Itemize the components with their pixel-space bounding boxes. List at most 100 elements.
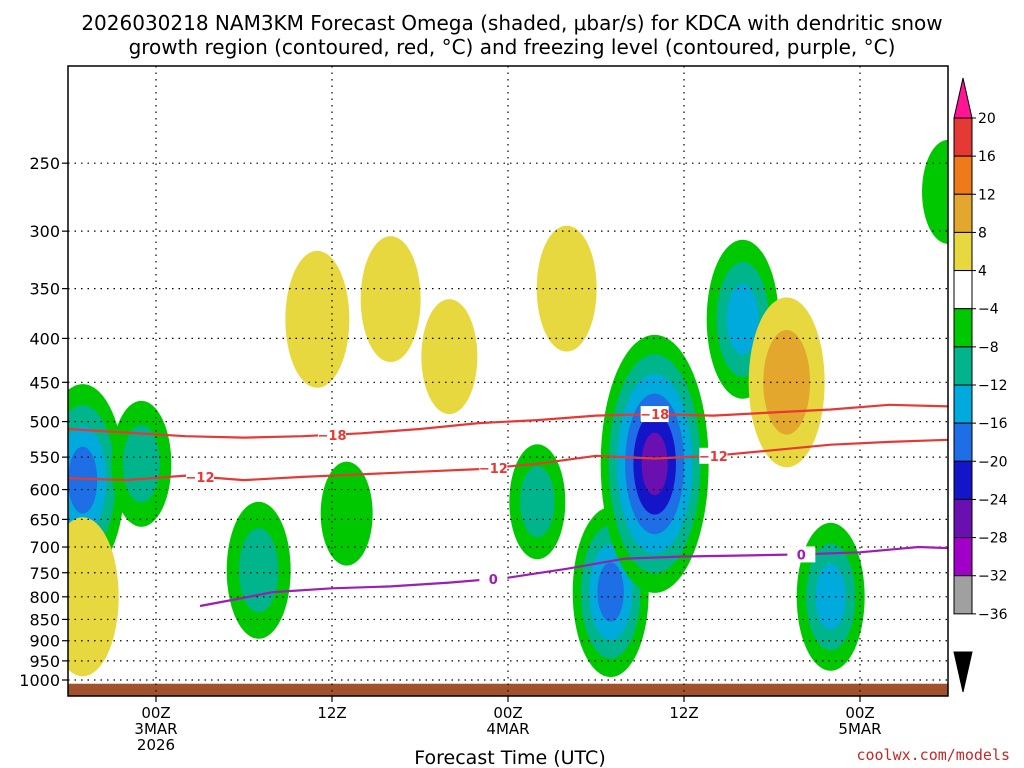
contour-label-0-0: −18 bbox=[318, 429, 347, 444]
y-tick-label-500: 500 bbox=[29, 413, 60, 432]
y-tick-label-400: 400 bbox=[29, 329, 60, 348]
colorbar-label-8: −16 bbox=[978, 416, 1008, 432]
colorbar-label-3: 8 bbox=[978, 225, 987, 241]
contour-label-bg-2-1 bbox=[787, 546, 816, 563]
contour-label-1-2: −12 bbox=[699, 450, 728, 465]
y-tick-label-900: 900 bbox=[29, 632, 60, 651]
colorbar-segment-10 bbox=[953, 498, 973, 539]
colorbar-segment-7 bbox=[953, 384, 973, 424]
colorbar-label-11: −28 bbox=[978, 531, 1008, 547]
contour-label-bg-1-2 bbox=[699, 447, 728, 464]
contour-label-bg-2-0 bbox=[479, 570, 508, 587]
omega-cell-13-ring-0 bbox=[536, 225, 597, 352]
omega-cell-2-ring-1 bbox=[238, 528, 279, 613]
omega-cell-5-ring-3 bbox=[597, 562, 624, 622]
x-tick-label-0-1: 3MAR bbox=[134, 720, 177, 738]
surface-band bbox=[68, 683, 948, 696]
x-tick-label-24-1: 4MAR bbox=[486, 720, 529, 738]
colorbar-label-13: −36 bbox=[978, 607, 1008, 623]
y-tick-label-300: 300 bbox=[29, 222, 60, 241]
colorbar-label-5: −4 bbox=[978, 302, 999, 318]
omega-cell-12-ring-0 bbox=[421, 299, 478, 415]
contour-label-bg-1-1 bbox=[479, 459, 508, 476]
colorbar-label-1: 16 bbox=[978, 149, 996, 165]
x-tick-label-24-0: 00Z bbox=[493, 704, 522, 722]
colorbar-label-2: 12 bbox=[978, 187, 996, 203]
y-axis-ticks: 250 300 350 400 450 500 550 600 650 700 750 800 850 9… bbox=[19, 154, 68, 690]
contour-label-0-1: −18 bbox=[640, 408, 669, 423]
colorbar-bottom-arrow bbox=[953, 651, 973, 693]
contour-line-0 bbox=[68, 403, 948, 439]
y-tick-label-750: 750 bbox=[29, 564, 60, 583]
omega-cell-15-ring-0 bbox=[68, 517, 119, 677]
omega-cell-3-ring-0 bbox=[320, 461, 373, 566]
y-tick-label-350: 350 bbox=[29, 280, 60, 299]
chart-title-line2: growth region (contoured, red, °C) and f… bbox=[129, 35, 896, 59]
colorbar-segment-0 bbox=[953, 117, 973, 157]
plot-area: −18 −18 −12 −12 −12 0 0 bbox=[67, 65, 949, 697]
colorbar-label-0: 20 bbox=[978, 111, 996, 127]
omega-cell-0-ring-3 bbox=[68, 446, 98, 514]
x-axis-label: Forecast Time (UTC) bbox=[414, 747, 605, 768]
colorbar-segment-11 bbox=[953, 537, 973, 577]
colorbar-label-9: −20 bbox=[978, 454, 1008, 470]
contour-line-2 bbox=[199, 545, 948, 608]
y-tick-label-950: 950 bbox=[29, 652, 60, 671]
x-tick-label-0-2: 2026 bbox=[137, 736, 175, 754]
omega-cell-1-ring-1 bbox=[122, 425, 160, 503]
colorbar-label-7: −12 bbox=[978, 378, 1008, 394]
colorbar-segment-3 bbox=[953, 231, 973, 272]
colorbar-label-10: −24 bbox=[978, 492, 1008, 508]
colorbar-segment-2 bbox=[953, 193, 973, 233]
contour-layer: −18 −18 −12 −12 −12 0 0 bbox=[68, 403, 948, 608]
x-tick-label-12-0: 12Z bbox=[317, 704, 346, 722]
contour-label-1-1: −12 bbox=[479, 462, 508, 477]
surface-band-layer bbox=[68, 683, 948, 696]
omega-cell-8-ring-2 bbox=[815, 563, 846, 630]
colorbar-segment-5 bbox=[953, 308, 973, 348]
colorbar-segment-12 bbox=[953, 575, 973, 615]
omega-cell-6-ring-5 bbox=[641, 432, 668, 496]
y-tick-label-800: 800 bbox=[29, 588, 60, 607]
x-tick-label-36-0: 12Z bbox=[669, 704, 698, 722]
omega-cell-11-ring-0 bbox=[360, 236, 421, 363]
contour-label-bg-0-0 bbox=[318, 426, 346, 443]
x-tick-label-0-0: 00Z bbox=[141, 704, 170, 722]
x-tick-label-48-1: 5MAR bbox=[838, 720, 881, 738]
y-tick-label-650: 650 bbox=[29, 510, 60, 529]
y-tick-label-600: 600 bbox=[29, 481, 60, 500]
colorbar-top-arrow bbox=[953, 77, 973, 119]
contour-label-1-0: −12 bbox=[186, 471, 215, 486]
grid-layer bbox=[68, 66, 948, 696]
y-tick-label-450: 450 bbox=[29, 373, 60, 392]
chart-title-line1: 2026030218 NAM3KM Forecast Omega (shaded… bbox=[81, 11, 942, 35]
y-tick-label-700: 700 bbox=[29, 538, 60, 557]
colorbar-segment-4 bbox=[953, 270, 973, 310]
omega-cell-4-ring-1 bbox=[520, 466, 555, 538]
colorbar: 20 16 12 8 4 −4 −8 −12 −16 −20 −24 −28 −32 −36 bbox=[953, 77, 1008, 693]
credit-text: coolwx.com/models bbox=[856, 746, 1010, 764]
y-tick-label-1000: 1000 bbox=[19, 671, 60, 690]
colorbar-label-6: −8 bbox=[978, 340, 999, 356]
contour-line-1 bbox=[68, 438, 948, 482]
colorbar-label-4: 4 bbox=[978, 264, 987, 280]
omega-cell-10-ring-0 bbox=[285, 250, 350, 388]
contour-label-bg-1-0 bbox=[186, 468, 214, 485]
x-tick-label-48-0: 00Z bbox=[845, 704, 874, 722]
colorbar-segment-9 bbox=[953, 460, 973, 500]
contour-label-2-1: 0 bbox=[797, 548, 806, 563]
omega-cell-14-ring-1 bbox=[763, 330, 811, 435]
contour-label-bg-0-1 bbox=[640, 406, 669, 423]
colorbar-segment-6 bbox=[953, 346, 973, 386]
colorbar-label-12: −32 bbox=[978, 569, 1008, 585]
y-tick-label-250: 250 bbox=[29, 154, 60, 173]
y-tick-label-550: 550 bbox=[29, 448, 60, 467]
colorbar-segment-8 bbox=[953, 422, 973, 462]
colorbar-segment-1 bbox=[953, 155, 973, 195]
omega-cell-9-ring-0 bbox=[922, 139, 948, 244]
omega-cell-7-ring-2 bbox=[726, 283, 759, 355]
contour-label-2-0: 0 bbox=[489, 573, 498, 588]
y-tick-label-850: 850 bbox=[29, 610, 60, 629]
